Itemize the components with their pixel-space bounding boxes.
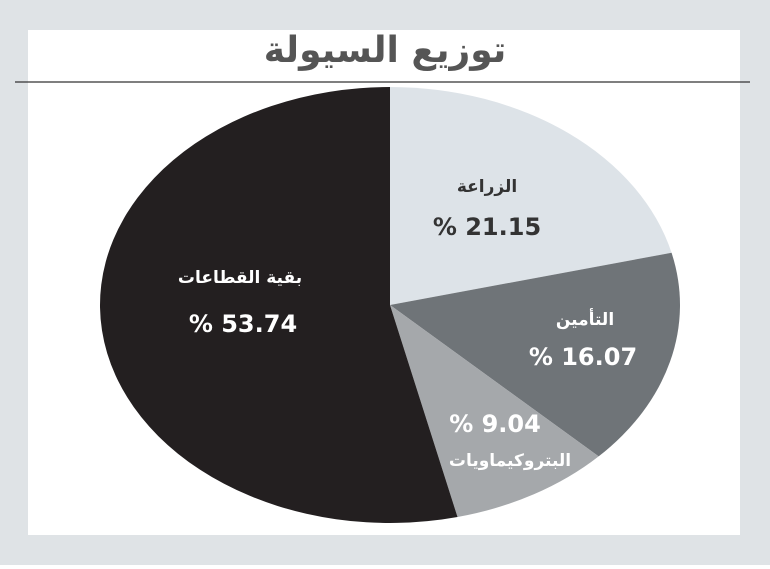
value-label: % 53.74 xyxy=(189,310,297,338)
slice-label: التأمين xyxy=(556,308,614,330)
value-label: % 16.07 xyxy=(529,343,637,371)
pie: الزراعة % 21.15 التأمين % 16.07 البتروكيماوي… xyxy=(99,87,680,523)
slice-label: الزراعة xyxy=(457,177,517,197)
slice-label: البتروكيماويات xyxy=(449,451,571,471)
slice-label: بقية القطاعات xyxy=(178,268,302,288)
pie-slice xyxy=(390,87,672,305)
pie-slice xyxy=(99,87,458,523)
pie-slice xyxy=(390,305,599,518)
value-label: % 21.15 xyxy=(433,213,541,241)
pie-slice xyxy=(390,252,680,457)
value-label: % 9.04 xyxy=(449,410,541,438)
chart-title: توزيع السيولة xyxy=(264,30,507,71)
